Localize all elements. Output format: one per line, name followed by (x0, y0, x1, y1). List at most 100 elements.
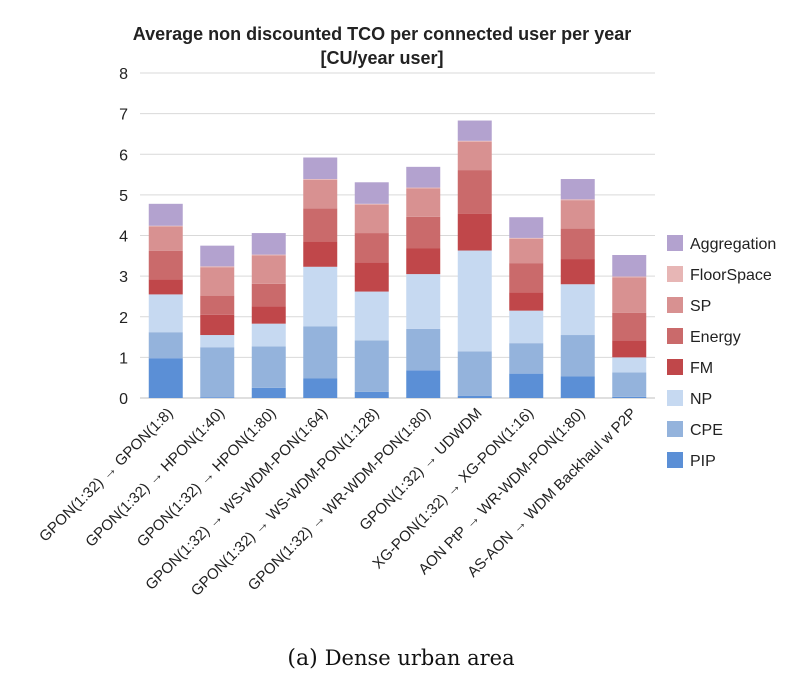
bar-segment-pip (612, 396, 647, 398)
legend-item: CPE (667, 421, 723, 439)
bar-segment-fm (200, 314, 235, 336)
legend-label: FloorSpace (690, 267, 772, 284)
bar-segment-floorspace (303, 179, 338, 180)
legend-label: SP (690, 298, 711, 315)
bar-segment-np (457, 250, 492, 352)
y-axis-ticks: 0 1 2 3 4 5 6 7 8 (119, 66, 128, 408)
bar-segment-sp (148, 226, 183, 251)
bar-segment-pip (200, 397, 235, 398)
y-tick-label: 0 (119, 391, 128, 408)
bar-segment-aggregation (457, 120, 492, 141)
bar-segment-fm (406, 248, 441, 275)
bar-segment-cpe (560, 335, 595, 377)
bar-segment-cpe (303, 326, 338, 379)
bar-segment-energy (303, 208, 338, 242)
bar-segment-pip (560, 376, 595, 398)
bar-segment-aggregation (509, 217, 544, 238)
bar-segment-sp (200, 267, 235, 296)
legend-swatch (667, 266, 683, 282)
legend-swatch (667, 390, 683, 406)
bar-segment-energy (457, 170, 492, 214)
y-tick-label: 7 (119, 107, 128, 124)
y-tick-label: 8 (119, 66, 128, 83)
bar-segment-aggregation (406, 166, 441, 188)
bar-segment-floorspace (148, 225, 183, 227)
legend-item: Energy (667, 328, 741, 346)
chart-title: Average non discounted TCO per connected… (133, 24, 631, 44)
bar-segment-aggregation (560, 179, 595, 200)
bar-segment-aggregation (200, 245, 235, 267)
legend-swatch (667, 235, 683, 251)
bar-segment-floorspace (200, 266, 235, 268)
bar-segment-np (509, 310, 544, 344)
legend-swatch (667, 452, 683, 468)
bar-segment-sp (354, 204, 389, 234)
bar-segment-aggregation (303, 157, 338, 180)
bar-segment-np (251, 323, 286, 347)
bar-segment-sp (303, 179, 338, 209)
y-tick-label: 6 (119, 147, 128, 164)
bar-stack (509, 217, 544, 398)
bar-stack (251, 233, 286, 398)
legend-label: CPE (690, 422, 723, 439)
bar-segment-floorspace (354, 203, 389, 205)
bar-segment-pip (509, 373, 544, 398)
x-tick-label: GPON(1:32) → WS-WDM-PON(1:128) (188, 405, 383, 600)
bar-segment-sp (509, 238, 544, 264)
bar-segment-cpe (148, 332, 183, 359)
legend-item: FM (667, 359, 713, 377)
bar-stack (303, 157, 338, 398)
legend-swatch (667, 297, 683, 313)
bar-segment-cpe (509, 343, 544, 374)
x-tick-label: GPON(1:32) → WR-WDM-PON(1:80) (245, 405, 434, 594)
bar-segment-fm (457, 213, 492, 251)
bar-segment-energy (560, 228, 595, 260)
bar-segment-np (148, 294, 183, 333)
legend-item: PIP (667, 452, 716, 470)
legend-item: Aggregation (667, 235, 776, 253)
bar-segment-cpe (457, 351, 492, 396)
bar-segment-np (560, 284, 595, 336)
bar-segment-floorspace (457, 140, 492, 142)
legend-label: FM (690, 360, 713, 377)
bar-segment-pip (303, 378, 338, 398)
bar-stack (200, 245, 235, 398)
bar-segment-energy (251, 283, 286, 307)
bar-segment-pip (251, 387, 286, 398)
bar-segment-fm (612, 340, 647, 358)
bar-segment-floorspace (406, 187, 441, 189)
bar-segment-fm (354, 262, 389, 292)
bar-segment-energy (612, 312, 647, 341)
bar-segment-floorspace (560, 199, 595, 201)
bar-segment-cpe (354, 340, 389, 392)
bar-segment-pip (457, 395, 492, 398)
bars (148, 120, 647, 398)
legend-swatch (667, 421, 683, 437)
bar-segment-np (303, 266, 338, 327)
bar-segment-pip (406, 370, 441, 398)
y-tick-label: 1 (119, 350, 128, 367)
bar-segment-np (354, 291, 389, 341)
bar-segment-sp (457, 141, 492, 171)
bar-segment-sp (612, 277, 647, 313)
bar-segment-fm (148, 279, 183, 295)
bar-segment-cpe (406, 328, 441, 371)
bar-segment-aggregation (251, 233, 286, 255)
bar-segment-floorspace (251, 254, 286, 256)
legend-label: PIP (690, 453, 716, 470)
bar-segment-floorspace (509, 237, 544, 239)
caption-label: (a) (287, 646, 318, 671)
bar-segment-sp (560, 200, 595, 229)
chart-subtitle: [CU/year user] (320, 48, 443, 68)
stacked-bar-chart: Average non discounted TCO per connected… (36, 24, 776, 600)
bar-segment-aggregation (148, 203, 183, 226)
bar-segment-sp (251, 255, 286, 284)
bar-segment-cpe (612, 372, 647, 397)
bar-segment-cpe (251, 346, 286, 388)
bar-segment-sp (406, 188, 441, 217)
bar-segment-fm (303, 241, 338, 267)
bar-stack (560, 179, 595, 398)
bar-segment-energy (406, 216, 441, 249)
bar-segment-pip (148, 358, 183, 398)
bar-segment-np (612, 357, 647, 373)
